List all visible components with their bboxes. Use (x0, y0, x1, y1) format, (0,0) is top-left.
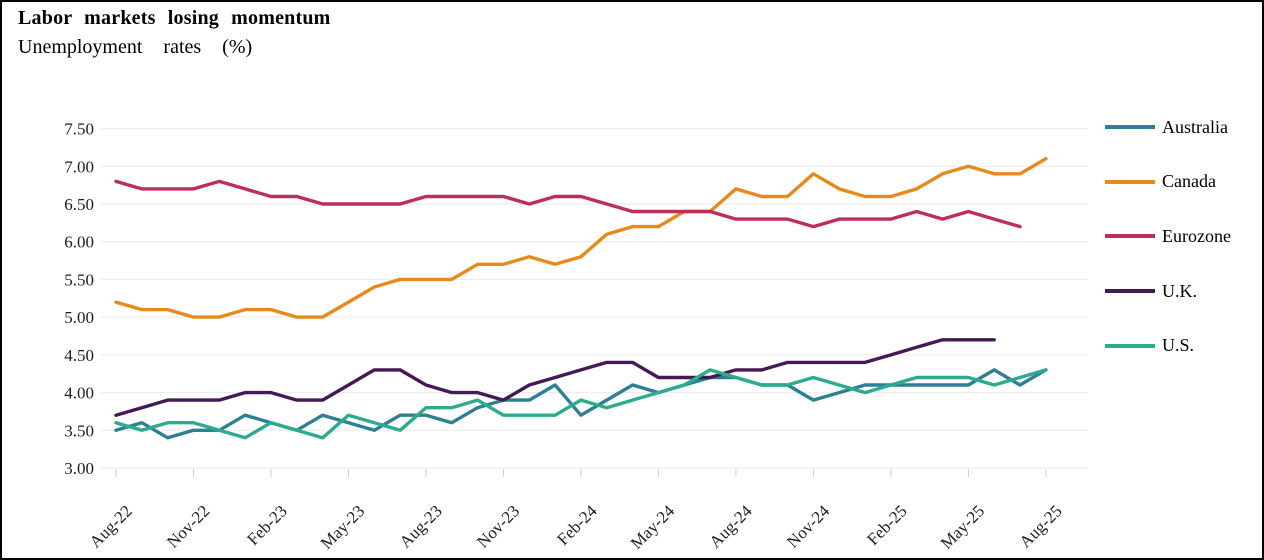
y-axis-tick-label: 5.50 (64, 270, 94, 289)
legend-label: Eurozone (1162, 225, 1231, 246)
y-axis-tick-label: 3.50 (64, 421, 94, 440)
chart-title: Labor markets losing momentum (18, 7, 331, 29)
legend-line-swatch (1105, 234, 1155, 239)
x-axis-tick-label: Aug-24 (706, 501, 757, 552)
legend-line-swatch (1105, 343, 1155, 348)
legend: Australia Canada Eurozone U.K. U.S. (1105, 100, 1260, 373)
legend-item-uk: U.K. (1105, 264, 1260, 319)
legend-line-swatch (1105, 289, 1155, 294)
legend-line-swatch (1105, 125, 1155, 130)
x-axis-tick-label: Nov-23 (473, 501, 523, 551)
y-axis-tick-label: 3.00 (64, 459, 94, 478)
x-axis-tick-label: Nov-22 (163, 501, 213, 551)
series-line-us (114, 368, 1048, 440)
x-axis-tick-label: Nov-24 (783, 501, 834, 552)
x-axis-tick-label: May-23 (317, 501, 368, 552)
legend-item-australia: Australia (1105, 100, 1260, 155)
legend-label: Australia (1162, 116, 1228, 137)
y-axis-tick-label: 6.00 (64, 233, 94, 252)
legend-item-canada: Canada (1105, 155, 1260, 210)
legend-label: U.S. (1162, 335, 1195, 356)
series-line-eurozone (114, 179, 1022, 229)
chart-subtitle: Unemployment rates (%) (18, 36, 253, 58)
x-axis-tick-label: Feb-24 (553, 501, 601, 549)
y-axis-tick-label: 7.00 (64, 157, 94, 176)
legend-line-swatch (1105, 179, 1155, 184)
x-axis-tick-label: May-25 (937, 501, 988, 552)
legend-item-eurozone: Eurozone (1105, 209, 1260, 264)
x-axis-tick-label: Feb-23 (243, 501, 290, 548)
series-line-uk (114, 338, 996, 417)
x-axis-tick-label: Aug-25 (1016, 501, 1066, 551)
y-axis-tick-label: 4.50 (64, 346, 94, 365)
series-line-canada (114, 156, 1048, 319)
x-axis-tick-label: Aug-22 (86, 501, 136, 551)
legend-item-us: U.S. (1105, 318, 1260, 373)
y-axis-tick-label: 5.00 (64, 308, 94, 327)
y-axis-tick-label: 6.50 (64, 195, 94, 214)
y-axis-tick-label: 4.00 (64, 384, 94, 403)
legend-label: U.K. (1162, 280, 1197, 301)
y-axis-tick-label: 7.50 (64, 120, 94, 139)
x-axis-tick-label: Feb-25 (863, 501, 910, 548)
x-axis-tick-label: May-24 (627, 501, 679, 553)
legend-label: Canada (1162, 171, 1216, 192)
x-axis-tick-label: Aug-23 (396, 501, 446, 551)
